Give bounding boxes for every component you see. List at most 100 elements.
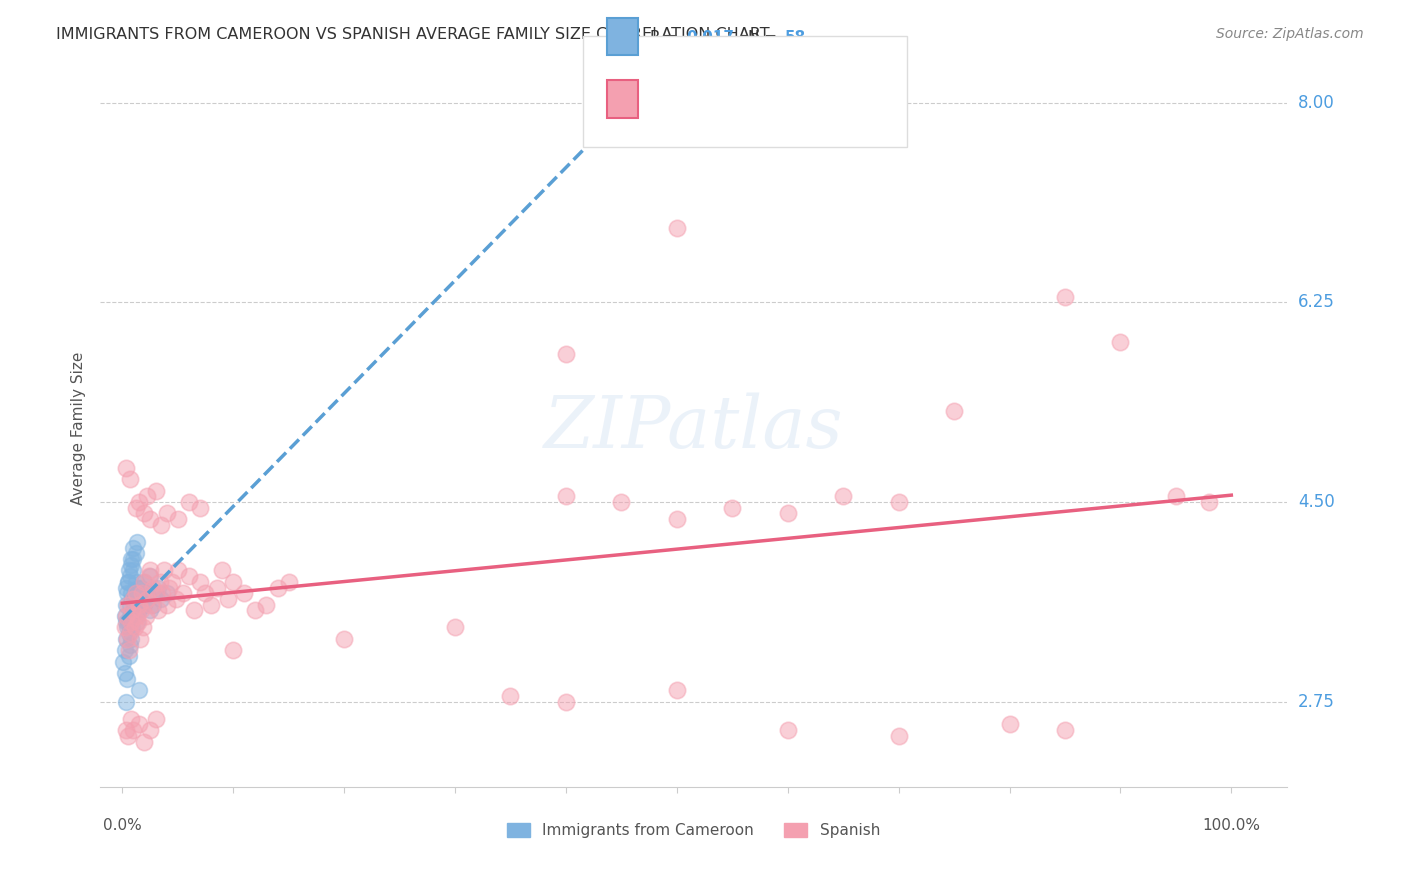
Point bbox=[127, 615, 149, 629]
Point bbox=[1053, 290, 1076, 304]
Point bbox=[139, 512, 162, 526]
Text: 4.50: 4.50 bbox=[1298, 493, 1334, 511]
Point bbox=[120, 569, 142, 583]
Point bbox=[118, 643, 141, 657]
Point bbox=[146, 603, 169, 617]
Point bbox=[117, 598, 139, 612]
Point bbox=[150, 586, 173, 600]
Point bbox=[128, 598, 150, 612]
Text: R =: R = bbox=[650, 93, 683, 108]
Point bbox=[120, 638, 142, 652]
Point bbox=[277, 574, 299, 589]
Point bbox=[114, 460, 136, 475]
Point bbox=[160, 574, 183, 589]
Point bbox=[128, 683, 150, 698]
Point bbox=[129, 581, 152, 595]
Point bbox=[114, 632, 136, 646]
Point bbox=[120, 598, 142, 612]
Point bbox=[129, 598, 152, 612]
Point bbox=[205, 581, 228, 595]
Point bbox=[266, 581, 288, 595]
Point bbox=[188, 574, 211, 589]
Point bbox=[120, 552, 142, 566]
Point bbox=[1109, 335, 1132, 350]
Point bbox=[943, 403, 966, 417]
Point bbox=[120, 632, 142, 646]
Text: 100.0%: 100.0% bbox=[1202, 818, 1260, 833]
Point bbox=[832, 489, 855, 503]
Point bbox=[122, 723, 145, 738]
Point bbox=[142, 581, 165, 595]
Point bbox=[887, 729, 910, 743]
Point bbox=[135, 609, 157, 624]
Point bbox=[665, 221, 688, 235]
Point bbox=[127, 598, 149, 612]
Point bbox=[125, 609, 148, 624]
Point bbox=[554, 347, 576, 361]
Point bbox=[233, 586, 256, 600]
Point bbox=[150, 591, 173, 606]
Point bbox=[122, 541, 145, 555]
Point bbox=[200, 598, 222, 612]
Point bbox=[887, 495, 910, 509]
Point bbox=[114, 598, 136, 612]
Point bbox=[998, 717, 1021, 731]
Point bbox=[124, 500, 146, 515]
Point bbox=[132, 620, 155, 634]
Point bbox=[125, 535, 148, 549]
Point bbox=[115, 672, 138, 686]
Point bbox=[211, 563, 233, 577]
Point bbox=[194, 586, 217, 600]
Point bbox=[117, 574, 139, 589]
Point bbox=[139, 598, 162, 612]
Point bbox=[117, 729, 139, 743]
Point bbox=[610, 495, 633, 509]
Point bbox=[156, 586, 179, 600]
Point bbox=[127, 581, 149, 595]
Point bbox=[120, 472, 142, 486]
Point bbox=[131, 586, 153, 600]
Point bbox=[145, 483, 167, 498]
Point bbox=[128, 717, 150, 731]
Point bbox=[134, 598, 156, 612]
Point bbox=[122, 563, 145, 577]
Point bbox=[150, 517, 173, 532]
Text: N =: N = bbox=[748, 93, 782, 108]
Text: N =: N = bbox=[748, 30, 782, 45]
Point bbox=[245, 603, 267, 617]
Point bbox=[112, 655, 135, 669]
Point bbox=[114, 581, 136, 595]
Point bbox=[145, 712, 167, 726]
Point bbox=[139, 603, 162, 617]
Point bbox=[124, 609, 146, 624]
Point bbox=[122, 603, 145, 617]
Point bbox=[124, 574, 146, 589]
Point bbox=[118, 626, 141, 640]
Point bbox=[183, 603, 205, 617]
Legend: Immigrants from Cameroon, Spanish: Immigrants from Cameroon, Spanish bbox=[501, 817, 886, 844]
Point bbox=[166, 512, 188, 526]
Point bbox=[499, 689, 522, 703]
Point bbox=[156, 507, 179, 521]
Point bbox=[125, 615, 148, 629]
Point bbox=[114, 609, 136, 624]
Point bbox=[121, 620, 143, 634]
Point bbox=[115, 620, 138, 634]
Point bbox=[554, 695, 576, 709]
Text: ZIPatlas: ZIPatlas bbox=[544, 392, 844, 463]
Point bbox=[333, 632, 356, 646]
Point bbox=[165, 591, 187, 606]
Point bbox=[124, 586, 146, 600]
Point bbox=[124, 546, 146, 560]
Point bbox=[156, 598, 179, 612]
Point bbox=[135, 489, 157, 503]
Text: 0.174: 0.174 bbox=[686, 93, 734, 108]
Point bbox=[222, 574, 245, 589]
Point bbox=[149, 574, 172, 589]
Point bbox=[153, 563, 176, 577]
Point bbox=[142, 598, 165, 612]
Point bbox=[145, 586, 167, 600]
Point bbox=[115, 632, 138, 646]
Point bbox=[444, 620, 467, 634]
Point bbox=[665, 512, 688, 526]
